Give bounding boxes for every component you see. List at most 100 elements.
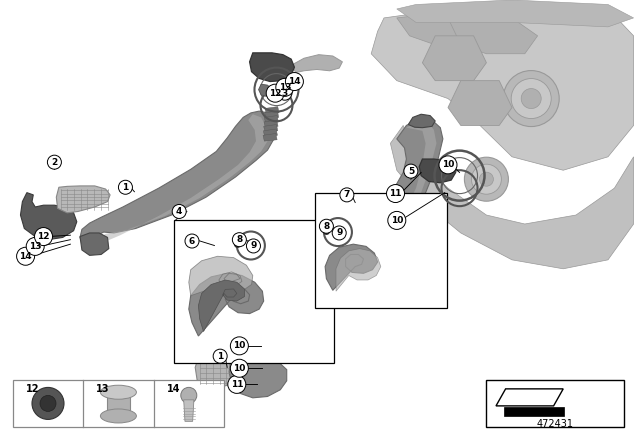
- Text: 14: 14: [167, 384, 180, 394]
- Polygon shape: [336, 249, 381, 291]
- Bar: [315, 193, 447, 308]
- Polygon shape: [448, 81, 512, 125]
- Text: 12: 12: [269, 89, 282, 98]
- Polygon shape: [496, 389, 563, 406]
- Polygon shape: [259, 84, 271, 96]
- Circle shape: [32, 388, 64, 419]
- Circle shape: [40, 396, 56, 411]
- Polygon shape: [292, 55, 342, 73]
- Circle shape: [319, 219, 333, 233]
- Bar: [13, 380, 224, 427]
- Text: 13: 13: [29, 242, 42, 251]
- Text: 10: 10: [233, 341, 246, 350]
- Polygon shape: [264, 116, 278, 123]
- Text: 6: 6: [189, 237, 195, 246]
- Circle shape: [47, 155, 61, 169]
- Text: 8: 8: [323, 222, 330, 231]
- Text: 472431: 472431: [537, 419, 573, 429]
- Polygon shape: [107, 392, 130, 416]
- Polygon shape: [20, 193, 77, 240]
- Circle shape: [35, 228, 52, 246]
- Circle shape: [246, 239, 260, 253]
- Text: 8: 8: [236, 235, 243, 244]
- Circle shape: [172, 204, 186, 219]
- Text: 13: 13: [278, 83, 291, 92]
- Circle shape: [276, 78, 294, 96]
- Circle shape: [17, 247, 35, 265]
- Circle shape: [503, 70, 559, 126]
- Polygon shape: [250, 53, 294, 82]
- Text: 1: 1: [122, 183, 129, 192]
- Polygon shape: [198, 280, 244, 332]
- Text: 14: 14: [19, 252, 32, 261]
- Text: 11: 11: [230, 380, 243, 389]
- Polygon shape: [419, 159, 456, 183]
- Text: 3: 3: [282, 89, 288, 98]
- Polygon shape: [504, 407, 564, 416]
- Polygon shape: [325, 244, 378, 290]
- Polygon shape: [56, 186, 110, 213]
- Circle shape: [521, 89, 541, 108]
- Circle shape: [26, 237, 44, 255]
- Text: 9: 9: [336, 228, 342, 237]
- Polygon shape: [264, 120, 278, 128]
- Circle shape: [472, 164, 501, 194]
- Polygon shape: [384, 205, 411, 225]
- Text: 12: 12: [26, 384, 40, 394]
- Circle shape: [439, 156, 457, 174]
- Polygon shape: [403, 121, 436, 215]
- Circle shape: [185, 234, 199, 248]
- Circle shape: [213, 349, 227, 363]
- Polygon shape: [263, 134, 277, 141]
- Text: 4: 4: [176, 207, 182, 216]
- Text: 7: 7: [344, 190, 350, 199]
- Polygon shape: [264, 129, 278, 137]
- Polygon shape: [184, 400, 194, 421]
- Polygon shape: [408, 114, 435, 128]
- Text: 11: 11: [389, 189, 402, 198]
- Ellipse shape: [100, 409, 136, 423]
- Circle shape: [332, 226, 346, 240]
- Circle shape: [388, 211, 406, 229]
- Polygon shape: [80, 111, 276, 249]
- Polygon shape: [264, 125, 278, 132]
- Text: 5: 5: [408, 167, 414, 176]
- Polygon shape: [96, 114, 269, 244]
- Text: 14: 14: [288, 77, 301, 86]
- Polygon shape: [265, 107, 279, 114]
- Polygon shape: [371, 4, 634, 170]
- Text: 10: 10: [390, 216, 403, 225]
- Circle shape: [118, 180, 132, 194]
- Ellipse shape: [100, 385, 136, 399]
- Polygon shape: [229, 358, 287, 398]
- Polygon shape: [422, 36, 486, 81]
- Polygon shape: [195, 358, 236, 388]
- Circle shape: [228, 375, 246, 393]
- Circle shape: [285, 73, 303, 90]
- Circle shape: [404, 164, 418, 178]
- Polygon shape: [189, 256, 253, 296]
- Text: 10: 10: [233, 364, 246, 373]
- Circle shape: [278, 86, 292, 100]
- Polygon shape: [397, 13, 486, 45]
- Text: 12: 12: [37, 232, 50, 241]
- Circle shape: [266, 84, 284, 102]
- Polygon shape: [80, 233, 109, 255]
- Polygon shape: [448, 18, 538, 54]
- Circle shape: [387, 185, 404, 202]
- Circle shape: [232, 233, 246, 247]
- Circle shape: [230, 337, 248, 355]
- Text: 9: 9: [250, 241, 257, 250]
- Polygon shape: [384, 119, 443, 220]
- Polygon shape: [265, 111, 279, 119]
- Circle shape: [511, 78, 551, 119]
- Text: 13: 13: [97, 384, 110, 394]
- Circle shape: [465, 157, 508, 201]
- Circle shape: [181, 388, 197, 403]
- Polygon shape: [189, 273, 264, 336]
- Bar: [486, 380, 624, 427]
- Text: 10: 10: [442, 160, 454, 169]
- Polygon shape: [390, 125, 634, 269]
- Circle shape: [479, 172, 493, 186]
- Text: 2: 2: [51, 158, 58, 167]
